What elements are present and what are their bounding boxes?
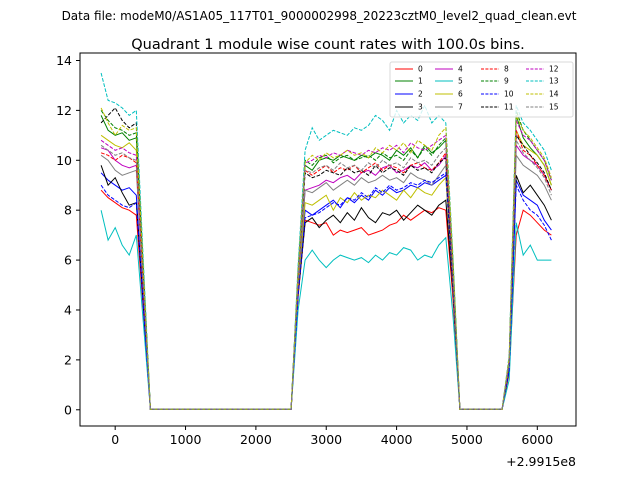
x-tick-label: 1000: [170, 432, 202, 447]
series-line-5: [100, 210, 552, 410]
series-line-8: [100, 130, 552, 410]
y-tick-label: 8: [64, 203, 72, 218]
y-axis: 0 2 4 6 8 10 12 14: [56, 53, 80, 417]
x-axis: 0 1000 2000 3000 4000 5000 6000: [111, 426, 553, 447]
legend-label-2: 2: [418, 90, 423, 99]
chart-title: Quadrant 1 module wise count rates with …: [131, 37, 525, 53]
figure-suptitle: Data file: modeM0/AS1A05_117T01_90000029…: [62, 9, 577, 23]
legend-label-13: 13: [549, 77, 559, 86]
legend-label-8: 8: [504, 65, 509, 74]
legend-label-5: 5: [458, 77, 463, 86]
legend-label-6: 6: [458, 90, 463, 99]
legend-label-9: 9: [504, 77, 509, 86]
y-tick-label: 6: [64, 253, 72, 268]
legend-label-1: 1: [418, 77, 423, 86]
x-tick-label: 0: [111, 432, 119, 447]
series-layer: [100, 72, 552, 410]
legend-label-7: 7: [458, 103, 463, 112]
x-tick-label: 4000: [381, 432, 413, 447]
series-line-6: [100, 130, 552, 410]
series-line-3: [100, 165, 552, 410]
x-axis-offset-label: +2.9915e8: [506, 454, 576, 469]
series-line-14: [100, 107, 552, 410]
y-tick-label: 10: [56, 153, 72, 168]
legend-label-15: 15: [549, 103, 559, 112]
y-tick-label: 2: [64, 352, 72, 367]
legend-label-12: 12: [549, 65, 559, 74]
x-tick-label: 2000: [240, 432, 272, 447]
y-tick-label: 0: [64, 402, 72, 417]
series-line-10: [100, 171, 552, 410]
series-line-0: [100, 189, 552, 410]
legend-label-14: 14: [549, 90, 559, 99]
legend-label-4: 4: [458, 65, 463, 74]
legend-box: [389, 61, 574, 118]
series-line-12: [100, 120, 552, 410]
legend-label-3: 3: [418, 103, 423, 112]
series-line-15: [100, 138, 552, 410]
y-tick-label: 14: [56, 53, 72, 68]
legend-label-10: 10: [504, 90, 514, 99]
legend-label-0: 0: [418, 65, 423, 74]
x-tick-label: 3000: [310, 432, 342, 447]
y-tick-label: 4: [64, 302, 72, 317]
series-line-13: [100, 72, 552, 410]
y-tick-label: 12: [56, 103, 72, 118]
series-line-7: [100, 153, 552, 410]
series-line-2: [100, 172, 552, 410]
plot-area: [79, 52, 577, 427]
series-line-9: [100, 110, 552, 410]
x-tick-label: 6000: [521, 432, 553, 447]
x-tick-label: 5000: [451, 432, 483, 447]
series-line-4: [100, 143, 552, 410]
series-line-1: [100, 115, 552, 410]
legend-label-11: 11: [504, 103, 514, 112]
